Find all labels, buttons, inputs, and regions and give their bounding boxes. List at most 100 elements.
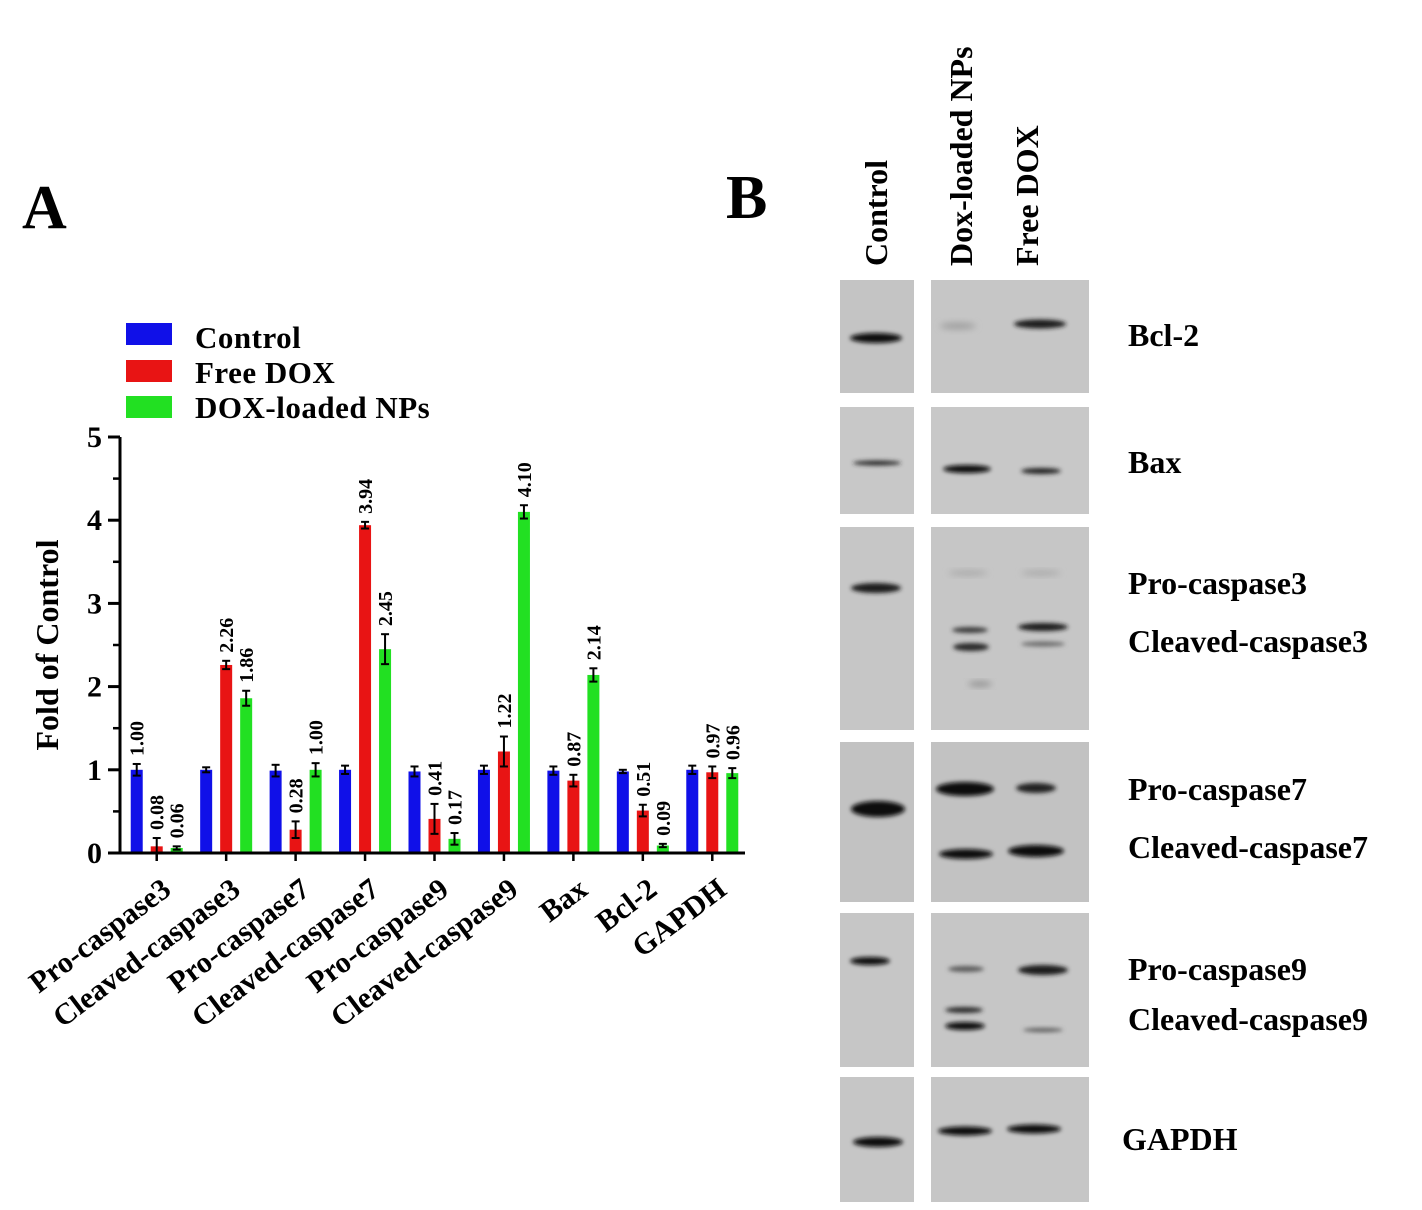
bar (220, 664, 233, 853)
membrane-control-caspase3 (840, 527, 914, 730)
lane-label-dox-nps: Dox-loaded NPs (943, 46, 979, 266)
bar (408, 771, 421, 853)
data-label: 0.17 (445, 790, 467, 825)
membrane-treated-gapdh (931, 1077, 1089, 1202)
band (851, 583, 901, 593)
bar (448, 838, 461, 853)
band (945, 1007, 983, 1013)
band (943, 465, 991, 473)
bars: 1.00 0.080.06 2.261.86 0.28 1.00 3.94 2.45 0.41… (127, 462, 744, 854)
band (1007, 1124, 1061, 1134)
band (948, 571, 988, 575)
blot-row-bax: Bax (840, 407, 1181, 514)
blot-row-caspase7: Pro-caspase7 Cleaved-caspase7 (840, 742, 1368, 902)
bar (656, 845, 669, 853)
bar (497, 751, 510, 853)
band (1018, 623, 1068, 631)
band (853, 460, 901, 466)
western-blot: Control Dox-loaded NPs Free DOX Bcl-2 Ba… (840, 46, 1368, 1202)
data-label: 2.45 (375, 591, 397, 626)
legend-label-dox-nps: DOX-loaded NPs (195, 390, 430, 425)
band (1023, 1028, 1063, 1032)
band (850, 333, 902, 343)
band (1021, 641, 1065, 647)
band (853, 1137, 903, 1147)
bar (686, 769, 699, 853)
bar (726, 773, 739, 853)
band (939, 849, 993, 859)
band (1016, 783, 1056, 793)
bar (428, 818, 441, 853)
band (1014, 319, 1066, 329)
legend-swatch-dox-nps (126, 396, 172, 418)
data-label: 2.14 (583, 625, 605, 660)
bar (339, 769, 352, 853)
x-axis: Pro-caspase3Cleaved-caspase3Pro-caspase7… (23, 851, 745, 1034)
membrane-control-caspase9 (840, 913, 914, 1067)
data-label: 0.41 (425, 761, 447, 796)
bar (547, 770, 560, 853)
band-label-bax: Bax (1128, 444, 1181, 480)
band (945, 1022, 985, 1030)
band (953, 643, 989, 651)
y-tick-label: 0 (87, 837, 102, 870)
y-tick-label: 4 (87, 504, 102, 537)
panel-a-letter: A (22, 174, 67, 242)
membrane-treated-caspase7 (931, 742, 1089, 902)
membrane-treated-caspase9 (931, 913, 1089, 1067)
membrane-treated-bax (931, 407, 1089, 514)
bar (289, 829, 302, 853)
data-label: 1.00 (127, 721, 149, 756)
data-label: 1.22 (494, 694, 516, 729)
bar (200, 769, 213, 853)
bar (309, 769, 322, 853)
bar (616, 771, 629, 853)
y-tick-label: 2 (87, 671, 102, 704)
data-label: 0.08 (147, 795, 169, 830)
blot-row-gapdh: GAPDH (840, 1077, 1238, 1202)
legend: Control Free DOX DOX-loaded NPs (126, 320, 430, 425)
data-label: 0.06 (167, 803, 189, 838)
lane-label-control: Control (858, 160, 894, 266)
x-tick-label: Bax (534, 872, 594, 928)
data-label: 0.97 (702, 723, 724, 758)
bar (130, 769, 143, 853)
data-label: 1.00 (306, 720, 328, 755)
band-label-pro-caspase3: Pro-caspase3 (1128, 565, 1307, 601)
band-label-pro-caspase7: Pro-caspase7 (1128, 771, 1307, 807)
bar (477, 769, 490, 853)
bar (269, 770, 282, 853)
lane-label-free-dox: Free DOX (1009, 125, 1045, 266)
data-label: 0.51 (633, 762, 655, 797)
data-label: 4.10 (514, 462, 536, 497)
band-label-gapdh: GAPDH (1122, 1121, 1238, 1157)
band-label-pro-caspase9: Pro-caspase9 (1128, 951, 1307, 987)
blot-row-caspase3: Pro-caspase3 Cleaved-caspase3 (840, 527, 1368, 730)
band-label-cleaved-caspase7: Cleaved-caspase7 (1128, 829, 1368, 865)
membrane-treated-bcl2 (931, 280, 1089, 393)
bar-chart: Control Free DOX DOX-loaded NPs Fold of … (23, 320, 745, 1034)
y-tick-label: 5 (87, 421, 102, 454)
y-axis-title: Fold of Control (29, 539, 65, 750)
y-tick-label: 1 (87, 754, 102, 787)
band (1021, 571, 1061, 575)
band-label-bcl2: Bcl-2 (1128, 317, 1199, 353)
bar (587, 674, 600, 853)
bar (636, 810, 649, 853)
legend-swatch-control (126, 323, 172, 345)
bar (517, 511, 530, 853)
bar (567, 780, 580, 853)
membrane-control-caspase7 (840, 742, 914, 902)
band (938, 1126, 992, 1136)
panel-b-letter: B (726, 164, 767, 232)
band-label-cleaved-caspase9: Cleaved-caspase9 (1128, 1001, 1368, 1037)
band (1018, 965, 1068, 975)
data-label: 0.87 (563, 732, 585, 767)
data-label: 0.28 (286, 778, 308, 813)
legend-swatch-free-dox (126, 360, 172, 382)
legend-label-control: Control (195, 320, 301, 355)
bar (359, 525, 372, 853)
band-label-cleaved-caspase3: Cleaved-caspase3 (1128, 623, 1368, 659)
blot-row-bcl2: Bcl-2 (840, 280, 1199, 393)
data-label: 2.26 (216, 618, 238, 653)
